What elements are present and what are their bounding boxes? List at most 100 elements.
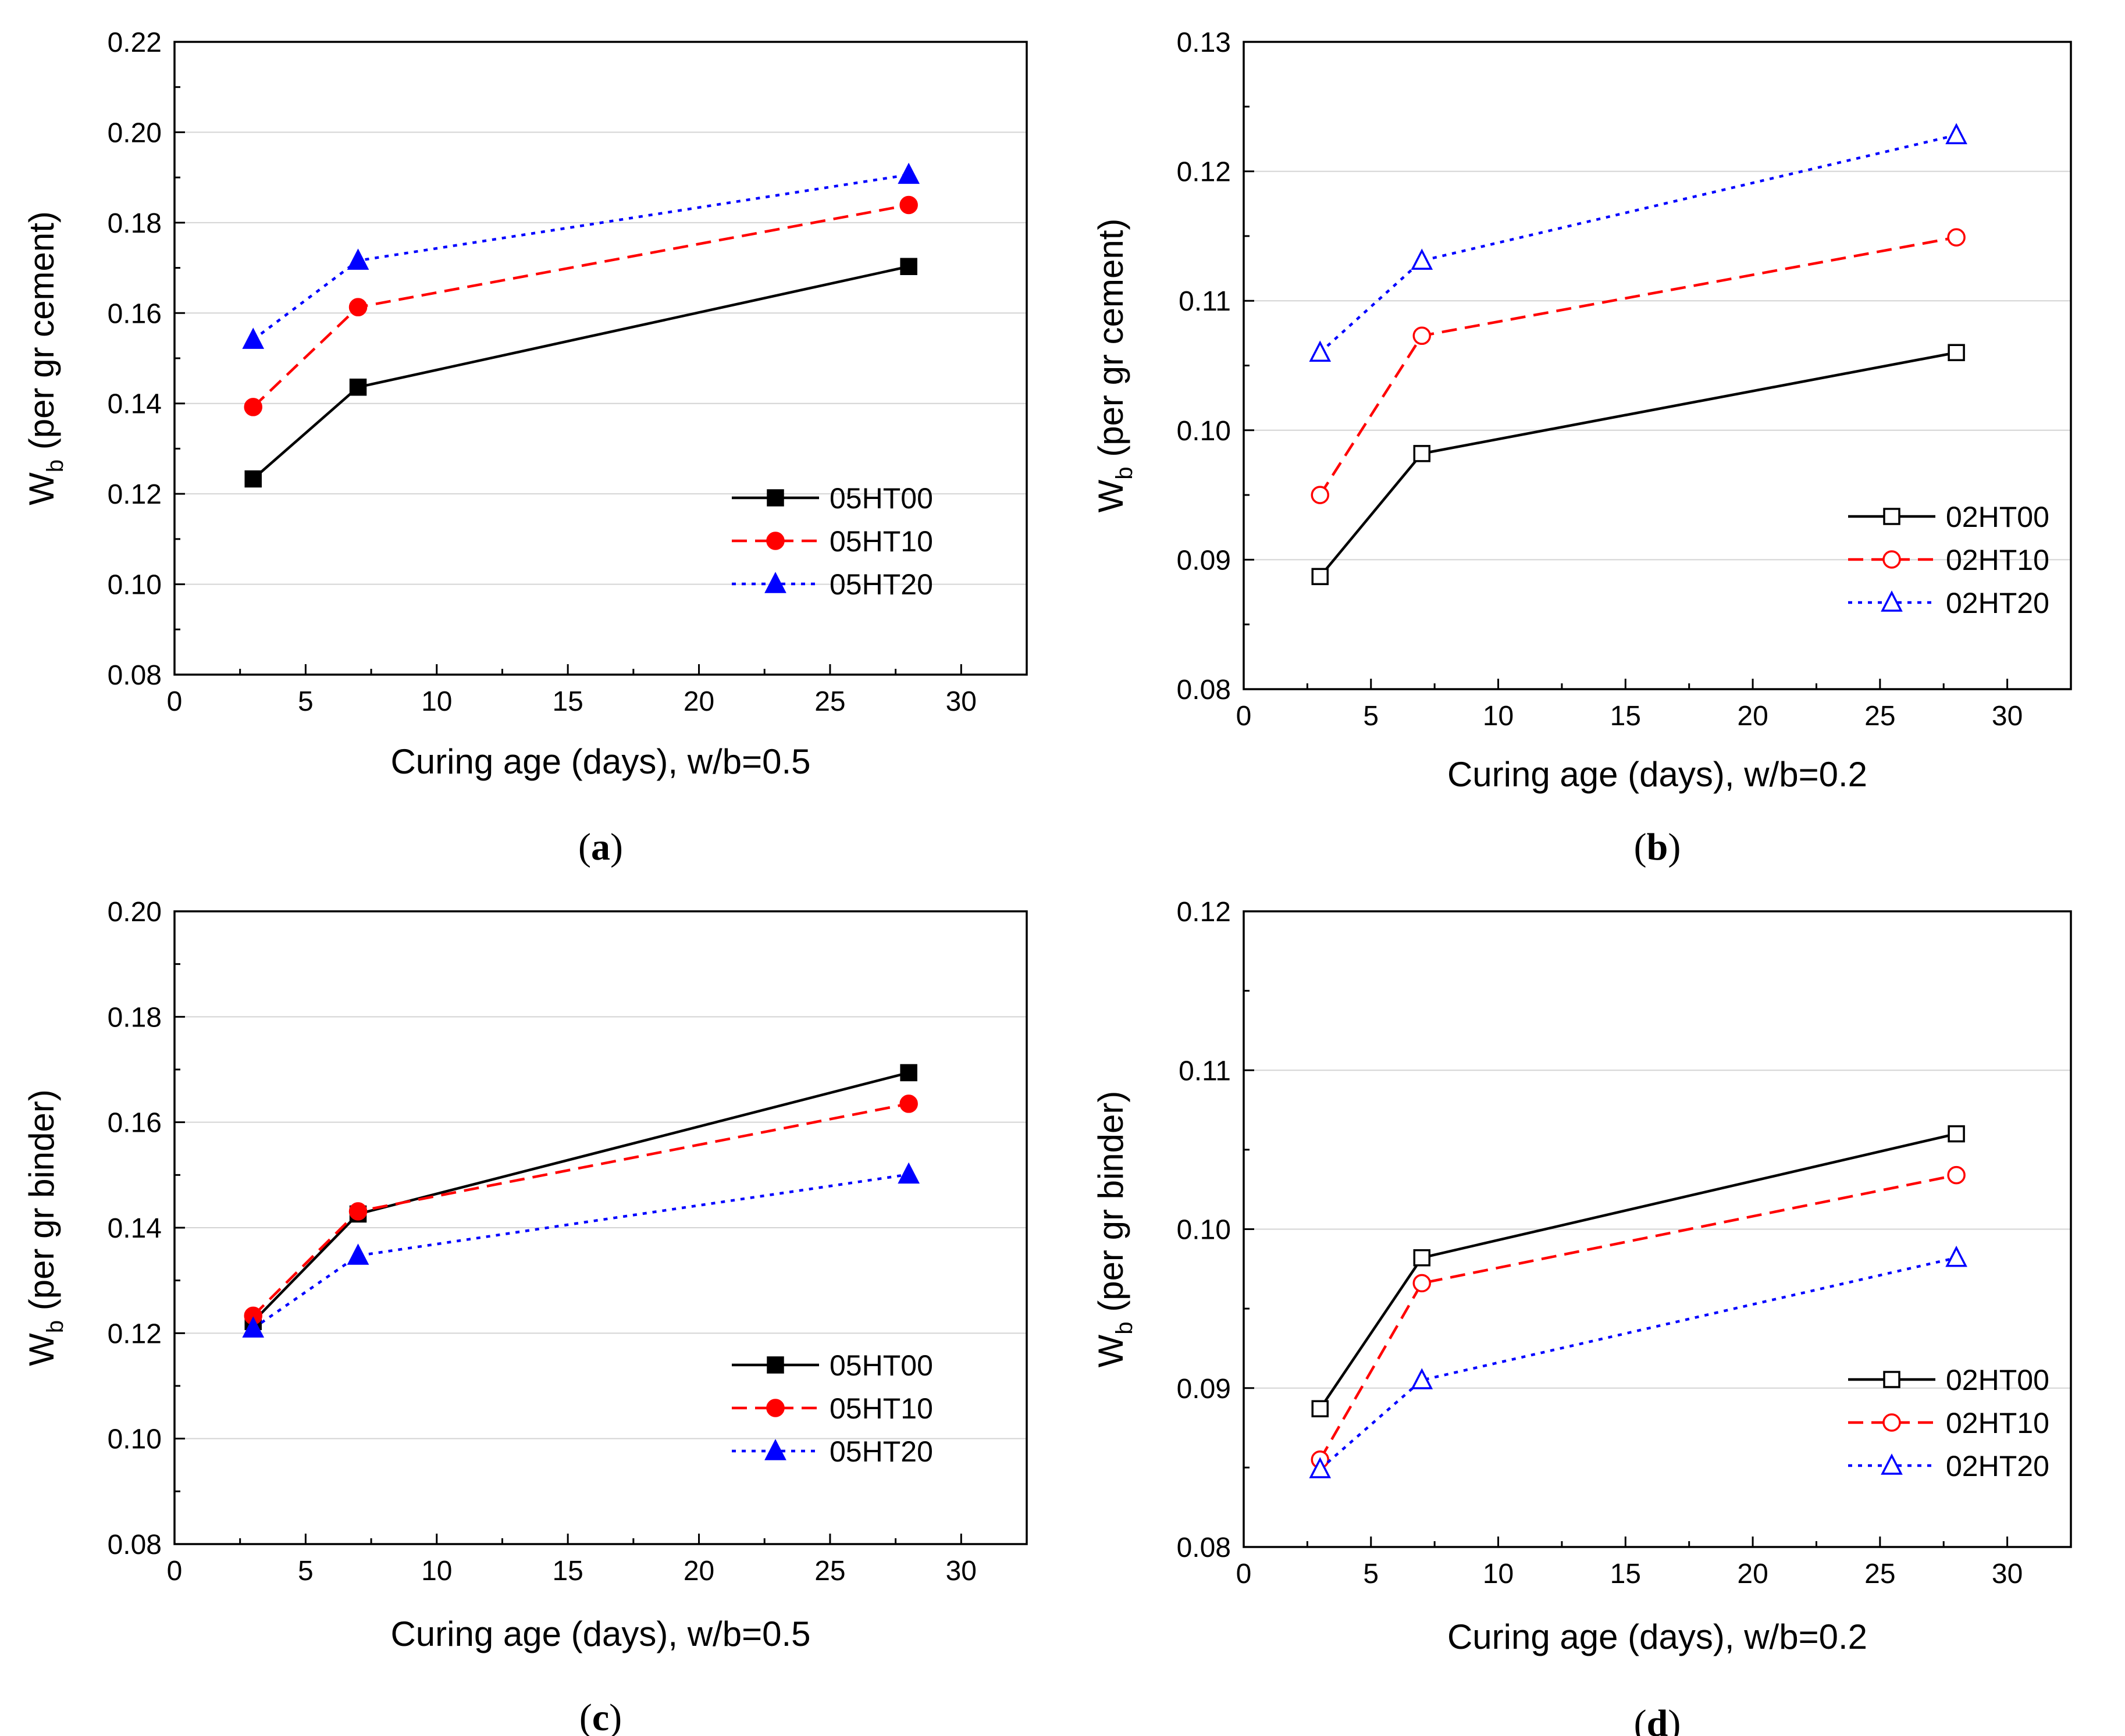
x-axis-label: Curing age (days), w/b=0.2	[1447, 1617, 1867, 1656]
x-tick-label: 15	[1610, 1559, 1641, 1589]
y-axis-label-main: W	[22, 472, 61, 505]
x-tick-label: 10	[421, 1556, 452, 1587]
y-axis-label-subscript: b	[42, 1320, 68, 1333]
data-point-02HT20	[1411, 248, 1433, 270]
y-axis-label-subscript: b	[42, 459, 68, 472]
data-point-02HT20	[1309, 1457, 1332, 1478]
y-tick-label: 0.09	[1177, 1374, 1231, 1405]
data-point-02HT10	[1412, 326, 1432, 345]
x-tick-label: 5	[298, 686, 314, 717]
panel-label-open-paren: (	[1634, 1702, 1647, 1736]
x-tick-label: 15	[1610, 701, 1641, 732]
panel-label-close-paren: )	[1668, 826, 1681, 868]
series-line-02HT10	[1319, 1174, 1957, 1460]
x-tick-label: 20	[1737, 701, 1768, 732]
panel-label-close-paren: )	[610, 826, 623, 868]
panel-d: 0.08 0.09 0.10 0.11 0.12 0 5 10 15 20 25 30 Curing a…	[1091, 897, 2072, 1736]
y-tick-label: 0.08	[108, 660, 162, 691]
y-tick-label: 0.13	[1177, 27, 1231, 58]
legend: 05HT00 05HT10 05HT20	[732, 1349, 933, 1468]
panel-label-letter: a	[591, 826, 610, 868]
legend-label: 05HT10	[830, 1392, 933, 1425]
legend: 05HT00 05HT10 05HT20	[732, 482, 933, 601]
data-point-05HT10	[899, 195, 918, 215]
x-tick-label: 0	[1236, 1559, 1252, 1589]
x-tick-label: 30	[1992, 1559, 2023, 1589]
y-tick-label: 0.20	[108, 117, 162, 148]
panel-a: 0.08 0.10 0.12 0.14 0.16 0.18 0.20 0.22 0 5 10 15 20…	[22, 27, 1028, 868]
plot-frame	[173, 41, 1028, 676]
y-axis-label: Wb (per gr cement)	[22, 211, 68, 505]
legend-marker-02HT00	[1883, 1371, 1900, 1388]
y-tick-label: 0.10	[108, 1424, 162, 1455]
y-tick-label: 0.18	[108, 1002, 162, 1033]
x-tick-label: 5	[1363, 701, 1379, 732]
y-tick-label: 0.10	[108, 570, 162, 601]
y-tick-label: 0.22	[108, 27, 162, 58]
y-tick-label: 0.09	[1177, 545, 1231, 576]
data-point-02HT10	[1412, 1274, 1432, 1293]
y-tick-label: 0.12	[108, 479, 162, 510]
panel-label-letter: c	[592, 1696, 609, 1736]
x-axis-label: Curing age (days), w/b=0.5	[390, 742, 810, 781]
x-tick-label: 20	[684, 686, 714, 717]
y-tick-label: 0.12	[108, 1318, 162, 1349]
data-point-05HT00	[900, 1064, 917, 1082]
panel-label: (c)	[579, 1696, 622, 1736]
y-axis-label-subscript: b	[1112, 1321, 1137, 1334]
data-point-05HT00	[900, 258, 917, 275]
panel-label: (a)	[578, 826, 623, 868]
panel-b: 0.08 0.09 0.10 0.11 0.12 0.13 0 5 10 15 20 25 30 Curi…	[1091, 27, 2072, 868]
legend-label: 02HT10	[1946, 544, 2049, 576]
legend-marker-02HT10	[1882, 550, 1901, 569]
y-tick-label: 0.08	[108, 1530, 162, 1560]
panel-label-open-paren: (	[579, 1696, 592, 1736]
y-axis-label-rest: (per gr cement)	[22, 211, 61, 459]
x-tick-label: 15	[552, 686, 583, 717]
legend: 02HT00 02HT10 02HT20	[1848, 1364, 2049, 1482]
y-tick-label: 0.11	[1179, 286, 1231, 317]
x-axis-label: Curing age (days), w/b=0.2	[1447, 755, 1867, 794]
x-tick-label: 30	[1992, 701, 2023, 732]
x-tick-label: 25	[814, 686, 845, 717]
legend-marker-05HT20	[764, 1439, 786, 1460]
x-tick-label: 0	[167, 1556, 183, 1587]
data-point-02HT10	[1311, 486, 1330, 504]
y-axis-label-rest: (per gr binder)	[22, 1089, 61, 1320]
data-point-02HT20	[1945, 1245, 1967, 1267]
y-axis-label: Wb (per gr binder)	[22, 1089, 68, 1366]
data-point-02HT10	[1947, 228, 1966, 247]
data-point-05HT20	[242, 1316, 265, 1338]
data-point-05HT10	[244, 398, 262, 416]
y-tick-label: 0.14	[108, 1213, 162, 1244]
legend-marker-05HT20	[764, 572, 786, 593]
legend-marker-05HT00	[767, 1356, 784, 1374]
data-point-05HT10	[348, 298, 368, 316]
legend-label: 05HT20	[830, 568, 933, 601]
y-tick-label: 0.14	[108, 389, 162, 420]
legend-marker-05HT00	[767, 489, 784, 507]
legend-label: 05HT20	[830, 1435, 933, 1468]
data-point-05HT10	[348, 1202, 368, 1221]
y-axis-label-rest: (per gr binder)	[1091, 1091, 1130, 1322]
data-point-02HT10	[1947, 1165, 1966, 1185]
legend-marker-02HT20	[1881, 1453, 1903, 1475]
y-tick-label: 0.08	[1177, 675, 1231, 705]
legend-label: 02HT10	[1946, 1407, 2049, 1439]
y-tick-label: 0.20	[108, 897, 162, 928]
data-point-05HT20	[347, 1243, 369, 1265]
legend-marker-02HT20	[1881, 590, 1903, 612]
data-point-05HT20	[898, 1162, 920, 1184]
x-tick-label: 0	[1236, 701, 1252, 732]
data-point-05HT00	[349, 378, 367, 396]
legend-marker-02HT10	[1882, 1413, 1901, 1432]
x-tick-label: 5	[298, 1556, 314, 1587]
x-tick-label: 30	[946, 686, 977, 717]
y-tick-label: 0.10	[1177, 416, 1231, 447]
y-tick-label: 0.16	[108, 1108, 162, 1139]
data-point-02HT20	[1411, 1368, 1433, 1389]
panel-label-open-paren: (	[1634, 826, 1647, 868]
data-point-05HT00	[244, 470, 262, 488]
y-tick-label: 0.18	[108, 208, 162, 239]
